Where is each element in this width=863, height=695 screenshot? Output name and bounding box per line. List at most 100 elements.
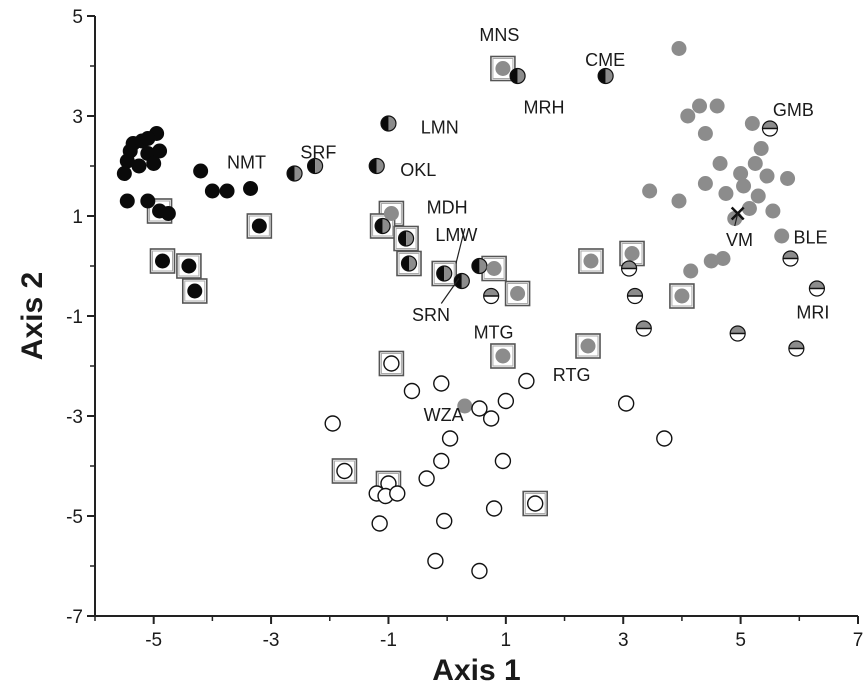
data-point-grey [680,108,696,124]
marker-left-half [471,258,480,274]
point-label: SRN [412,305,450,325]
marker-open [497,392,515,410]
point-box-inner [492,58,514,79]
point-box-inner [395,228,417,249]
data-point-open [336,462,353,480]
point-box-inner [151,250,173,272]
marker-black [204,183,220,199]
data-point-black [181,258,197,274]
marker-outline [808,280,826,297]
data-point-black [140,131,156,146]
marker-grey [495,348,511,364]
point-box-inner [580,250,602,272]
marker-black [116,166,132,181]
marker-black [146,156,162,171]
marker-grey [486,261,502,276]
marker-black [193,163,209,179]
data-point-black [193,163,209,179]
data-point-half-black-grey [306,157,324,175]
data-point-open [617,395,635,412]
data-point-grey [733,166,749,181]
marker-bottom-half [762,128,778,137]
point-label: MDH [427,198,468,218]
marker-bottom-half [788,348,804,357]
marker-outline [782,250,799,267]
marker-open [324,415,341,432]
y-tick-label: -7 [66,607,83,628]
marker-open [656,430,673,447]
marker-right-half [388,116,396,131]
marker-open [433,452,450,470]
data-point-grey [486,261,502,276]
data-point-open [526,495,544,512]
data-point-half-grey-white [782,250,799,267]
data-point-black [119,153,135,169]
marker-grey [510,286,526,301]
data-point-half-black-grey [400,255,418,272]
marker-black [181,258,197,274]
y-axis-title: Axis 2 [16,272,49,360]
marker-right-half [461,273,470,289]
point-label: BLE [793,228,827,248]
data-point-open [485,500,503,517]
point-box-inner [380,353,402,374]
marker-open [371,515,388,532]
data-point-grey [741,201,757,216]
marker-right-half [294,166,303,181]
data-point-grey [692,98,708,114]
data-point-open [418,470,435,487]
marker-grey [759,168,775,184]
marker-right-half [605,68,614,84]
marker-outline [374,217,391,235]
data-point-open [433,375,450,392]
marker-grey [765,203,781,219]
marker-bottom-half [809,288,825,296]
marker-bottom-half [621,268,637,277]
marker-left-half [454,273,462,289]
marker-grey [692,98,708,114]
data-point-grey [583,253,599,269]
marker-grey [715,251,731,266]
data-point-half-grey-white [483,287,500,305]
data-point-grey [744,116,760,131]
marker-left-half [398,231,407,246]
point-label: MRH [523,98,564,118]
data-point-black [204,183,220,199]
point-label: WZA [424,405,464,425]
y-tick-label: -1 [66,307,83,328]
marker-outline [471,257,488,275]
point-label: MNS [479,25,519,45]
marker-grey [383,206,399,221]
data-point-black [154,253,170,269]
data-point-open [494,452,512,470]
data-point-open [403,382,421,400]
data-point-grey [624,246,640,261]
data-point-grey [510,286,526,301]
marker-left-half [598,68,606,84]
x-tick-label: 5 [735,630,746,651]
data-point-grey [383,206,399,221]
marker-black [119,153,135,169]
data-point-black [152,203,168,219]
point-box-inner [433,263,455,284]
marker-open [482,410,500,427]
marker-left-half [401,256,410,271]
data-point-grey [747,156,763,171]
data-point-grey [765,203,781,219]
marker-open [427,552,444,570]
y-tick-label: 5 [72,7,83,28]
marker-grey [495,61,511,76]
x-tick-label: 1 [501,630,512,651]
marker-right-half [409,256,417,271]
data-point-half-black-grey [597,67,614,85]
data-point-open [482,410,500,427]
data-point-black [146,156,162,171]
data-point-half-black-grey [509,67,526,85]
marker-outline [286,165,303,182]
data-point-grey [753,141,769,156]
data-point-open [324,415,341,432]
data-point-half-black-grey [380,115,397,132]
data-point-half-black-grey [471,257,488,275]
marker-top-half [730,326,746,334]
